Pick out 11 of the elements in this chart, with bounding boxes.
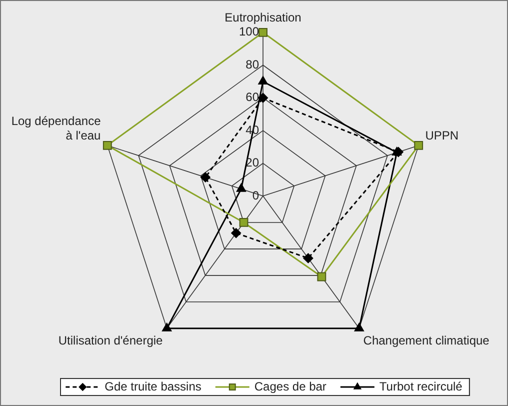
spoke-label: Log dépendance à l'eau <box>11 114 102 142</box>
spoke-label: Changement climatique <box>363 334 490 348</box>
spoke-label: Eutrophisation <box>224 10 302 25</box>
spoke-label: Utilisation d'énergie <box>58 334 164 348</box>
y-tick-label: 80 <box>246 57 260 72</box>
legend-label: Gde truite bassins <box>104 379 202 394</box>
y-tick-label: 60 <box>246 90 260 104</box>
legend-label: Turbot recirculé <box>379 379 463 394</box>
spoke-label: UPPN <box>425 128 459 142</box>
legend-label: Cages de bar <box>254 379 326 394</box>
y-tick-label: 100 <box>238 24 260 39</box>
